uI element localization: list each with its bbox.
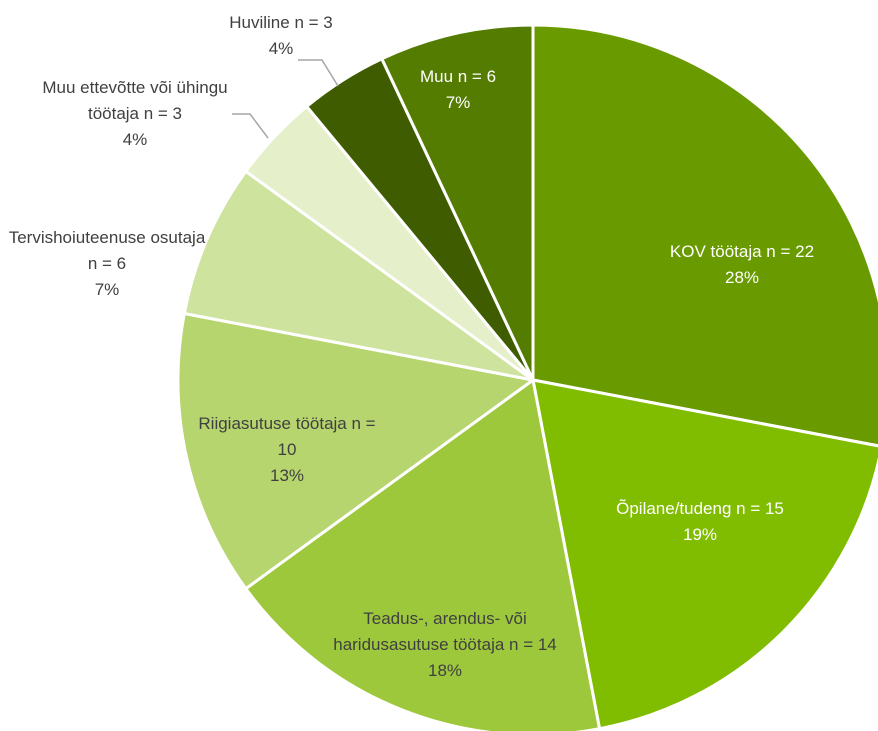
value-label: 7% [94, 280, 120, 299]
pie-slice [531, 23, 878, 448]
category-label: Riigiasutuse töötaja n = 10 [198, 414, 376, 459]
value-label: 13% [269, 466, 305, 485]
category-label: Teadus-, arendus- või haridusasutuse töö… [333, 609, 557, 654]
slice-label: Muu ettevõtte või ühingu töötaja n = 3 4% [20, 75, 250, 153]
slice-label: Riigiasutuse töötaja n = 10 13% [187, 411, 387, 489]
pie-slice [531, 378, 878, 731]
pie-slice [380, 23, 535, 382]
pie-slice [176, 311, 535, 591]
pie-slice [182, 169, 535, 382]
leader-line [298, 59, 339, 87]
slice-label: Huviline n = 3 4% [191, 10, 371, 62]
slice-label: Tervishoiuteenuse osutaja n = 6 7% [7, 225, 207, 303]
slice-label: Muu n = 6 7% [398, 64, 518, 116]
value-label: 18% [427, 661, 463, 680]
category-label: Muu n = 6 [419, 67, 497, 86]
category-label: Tervishoiuteenuse osutaja n = 6 [8, 228, 206, 273]
pie-slice [244, 378, 602, 731]
value-label: 19% [682, 525, 718, 544]
value-label: 4% [268, 39, 294, 58]
slice-label: Õpilane/tudeng n = 15 19% [580, 496, 820, 548]
slice-label: KOV töötaja n = 22 28% [622, 239, 862, 291]
value-label: 4% [122, 130, 148, 149]
value-label: 28% [724, 268, 760, 287]
value-label: 7% [445, 93, 471, 112]
category-label: KOV töötaja n = 22 [669, 242, 815, 261]
leader-line [232, 113, 269, 139]
slice-label: Teadus-, arendus- või haridusasutuse töö… [320, 606, 570, 684]
category-label: Huviline n = 3 [229, 13, 333, 32]
category-label: Muu ettevõtte või ühingu töötaja n = 3 [42, 78, 228, 123]
category-label: Õpilane/tudeng n = 15 [616, 499, 784, 518]
